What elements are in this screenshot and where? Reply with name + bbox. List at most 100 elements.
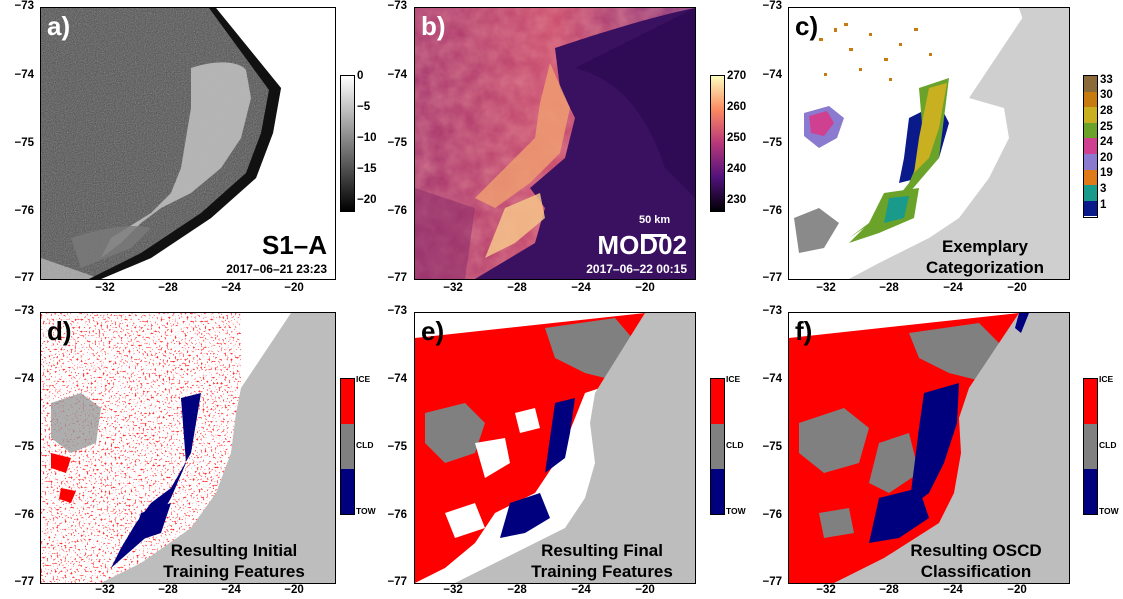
colorbar-tick: 260 [727,101,747,113]
y-tick: −76 [762,509,782,521]
class-colorbar [1083,378,1098,515]
y-tick: −73 [14,0,34,12]
colorbar-tick: −5 [357,101,371,113]
colorbar-tick: ICE [1099,374,1114,384]
x-tick: −32 [816,584,836,596]
colorbar-tick: 25 [1100,121,1113,133]
caption-line: Resulting OSCD [910,541,1042,560]
panel-caption: Exemplary Categorization [909,236,1061,278]
thermal-image-map: b) 50 km MOD02 2017–06–22 00:15 [414,7,696,280]
sar-image-map: a) S1–A 2017–06–21 23:23 [40,7,336,280]
x-tick: −28 [507,584,527,596]
x-tick: −32 [95,282,115,294]
y-tick: −76 [762,205,782,217]
caption-line: Resulting Final [541,541,663,560]
colorbar [340,75,355,212]
category-colorbar [1083,75,1098,218]
x-tick: −20 [284,584,304,596]
y-tick: −75 [762,137,782,149]
x-tick: −28 [879,584,899,596]
x-tick: −24 [943,584,963,596]
y-tick: −77 [762,576,782,588]
caption-line: Resulting Initial [170,541,298,560]
y-tick: −75 [762,441,782,453]
panel-letter: d) [47,316,72,346]
colorbar-tick: 1 [1100,199,1107,211]
colorbar-tick: TOW [726,506,746,516]
colorbar-tick: ICE [726,374,741,384]
x-tick: −32 [816,282,836,294]
y-tick: −76 [14,205,34,217]
y-tick: −74 [14,373,34,385]
panel-letter: a) [47,11,71,41]
y-tick: −74 [387,373,407,385]
colorbar-tick: CLD [356,440,374,450]
colorbar-tick: 250 [727,132,747,144]
y-tick: −75 [14,137,34,149]
initial-features-map: d) Resulting Initial Training Features [40,312,336,584]
x-tick: −24 [943,282,963,294]
class-colorbar [710,378,725,515]
x-tick: −20 [1007,282,1027,294]
y-tick: −77 [762,272,782,284]
panel-caption: Resulting Final Training Features [513,540,691,582]
x-tick: −24 [221,282,241,294]
x-tick: −28 [879,282,899,294]
colorbar-tick: 30 [1100,89,1113,101]
sensor-label: S1–A [261,230,327,260]
caption-line: Training Features [163,562,305,581]
colorbar-tick: TOW [356,506,376,516]
y-tick: −77 [14,576,34,588]
y-tick: −75 [387,137,407,149]
caption-line: Training Features [531,562,673,581]
x-tick: −28 [507,282,527,294]
y-tick: −73 [762,0,782,12]
final-features-map: e) Resulting Final Training Features [414,312,696,584]
x-tick: −24 [571,282,591,294]
x-tick: −32 [443,584,463,596]
y-tick: −73 [14,305,34,317]
panel-letter: b) [421,11,446,41]
y-tick: −77 [387,576,407,588]
colorbar-tick: 24 [1100,136,1113,148]
y-tick: −76 [387,509,407,521]
panel-caption: Resulting Initial Training Features [139,540,329,582]
x-tick: −24 [571,584,591,596]
colorbar-tick: 28 [1100,105,1113,117]
scale-bar [641,234,667,237]
colorbar-tick: 230 [727,194,747,206]
y-tick: −73 [762,305,782,317]
colorbar-tick: CLD [1099,440,1117,450]
colorbar-tick: 19 [1100,167,1113,179]
x-tick: −28 [158,282,178,294]
colorbar-tick: −15 [357,163,377,175]
scale-bar-label: 50 km [639,214,671,226]
y-tick: −74 [387,69,407,81]
y-tick: −73 [387,305,407,317]
colorbar-tick: CLD [726,440,744,450]
x-tick: −32 [443,282,463,294]
x-tick: −20 [635,282,655,294]
y-tick: −74 [762,373,782,385]
y-tick: −74 [762,69,782,81]
colorbar-tick: 0 [357,70,364,82]
categorization-map: c) Exemplary Categorization [788,7,1070,280]
colorbar-tick: −20 [357,194,377,206]
x-tick: −28 [158,584,178,596]
colorbar-tick: TOW [1099,506,1119,516]
y-tick: −74 [14,69,34,81]
x-tick: −20 [635,584,655,596]
colorbar-tick: 270 [727,70,747,82]
y-tick: −75 [14,441,34,453]
caption-line: Exemplary [942,237,1028,256]
caption-line: Categorization [925,258,1045,277]
panel-letter: f) [795,316,813,346]
colorbar [710,75,725,212]
colorbar-tick: 33 [1100,74,1113,86]
caption-line: Classification [920,562,1032,581]
class-colorbar [340,378,355,515]
date-label: 2017–06–21 23:23 [226,262,327,276]
y-tick: −77 [14,272,34,284]
x-tick: −32 [95,584,115,596]
